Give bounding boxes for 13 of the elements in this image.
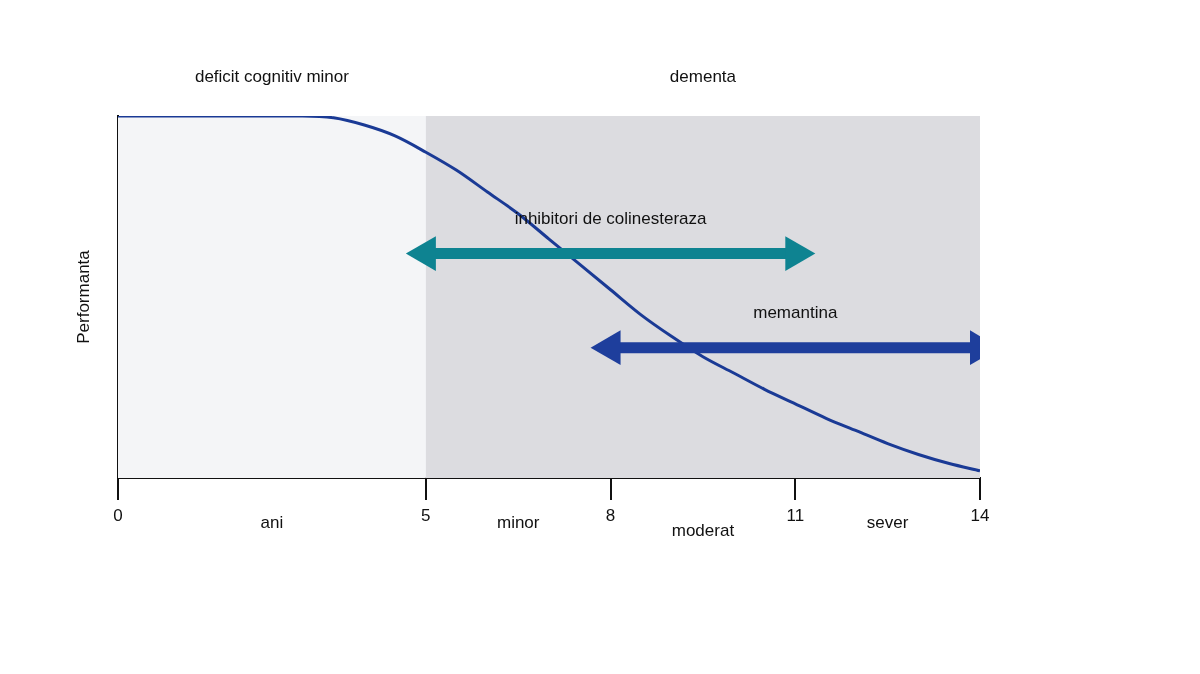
x-tick-label: 0 [113,505,123,525]
text: sever [866,513,909,532]
band-label: deficit cognitiv minor [194,67,350,86]
x-tick-label: 11 [786,505,805,525]
text: ani [260,513,284,532]
band-label: dementa [669,67,737,86]
x-tick-label: 5 [421,505,431,525]
text: minor [496,513,540,532]
series-label: memantina [753,302,838,322]
x-tick-label: 14 [970,505,990,525]
x-tick-label: 8 [605,505,616,525]
y-axis-title: Performanta [73,249,93,344]
text: moderat [671,521,735,540]
